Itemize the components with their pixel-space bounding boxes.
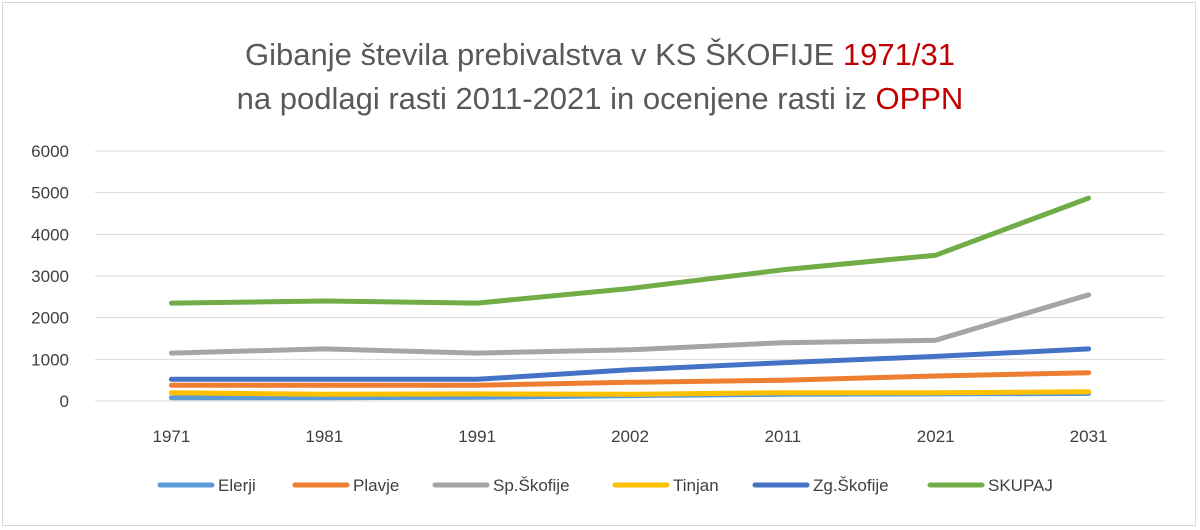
legend-item: Plavje: [292, 476, 399, 495]
chart-title-line-1-accent: 1971/31: [843, 37, 955, 72]
legend: Elerji Plavje Sp.Škofije Tinjan Zg.Škofije SK…: [157, 476, 1053, 495]
chart-title-line-2-text: na podlagi rasti 2011-2021 in ocenjene r…: [237, 81, 876, 116]
chart-title-line-2-accent: OPPN: [875, 81, 963, 116]
series-line-1: [168, 370, 1092, 388]
x-tick-label: 2002: [611, 427, 649, 446]
x-tick-label: 2021: [917, 427, 955, 446]
series-line-5: [168, 195, 1092, 306]
series-lines: [168, 195, 1092, 401]
series-line-3: [168, 389, 1092, 397]
x-tick-label: 1981: [305, 427, 343, 446]
y-tick-label: 2000: [31, 309, 69, 328]
legend-item: SKUPAJ: [927, 476, 1053, 495]
legend-item: Zg.Škofije: [752, 476, 889, 495]
legend-label: Elerji: [218, 476, 256, 495]
legend-label: SKUPAJ: [988, 476, 1053, 495]
chart-title-line-1-text: Gibanje števila prebivalstva v KS ŠKOFIJ…: [245, 37, 843, 72]
legend-label: Sp.Škofije: [493, 476, 570, 495]
x-axis: 1971 1981 1991 2002 2011 2021 2031: [153, 427, 1108, 446]
y-tick-label: 3000: [31, 267, 69, 286]
legend-item: Sp.Škofije: [432, 476, 570, 495]
x-tick-label: 2011: [765, 427, 802, 446]
y-axis: 0 1000 2000 3000 4000 5000 6000: [31, 142, 69, 411]
x-tick-label: 1991: [458, 427, 496, 446]
legend-label: Tinjan: [673, 476, 719, 495]
y-tick-label: 5000: [31, 184, 69, 203]
legend-item: Tinjan: [612, 476, 719, 495]
legend-label: Plavje: [353, 476, 399, 495]
gridlines: [95, 150, 1165, 402]
y-tick-label: 6000: [31, 142, 69, 161]
series-line-2: [168, 292, 1092, 356]
chart-title-line-2: na podlagi rasti 2011-2021 in ocenjene r…: [237, 81, 964, 116]
y-tick-label: 0: [60, 392, 69, 411]
y-tick-label: 1000: [31, 350, 69, 369]
x-tick-label: 1971: [153, 427, 191, 446]
y-tick-label: 4000: [31, 225, 69, 244]
chart-title-line-1: Gibanje števila prebivalstva v KS ŠKOFIJ…: [245, 37, 955, 72]
series-line-4: [168, 346, 1092, 382]
legend-label: Zg.Škofije: [813, 476, 889, 495]
legend-item: Elerji: [157, 476, 256, 495]
line-chart: Gibanje števila prebivalstva v KS ŠKOFIJ…: [31, 37, 1165, 495]
x-tick-label: 2031: [1070, 427, 1108, 446]
